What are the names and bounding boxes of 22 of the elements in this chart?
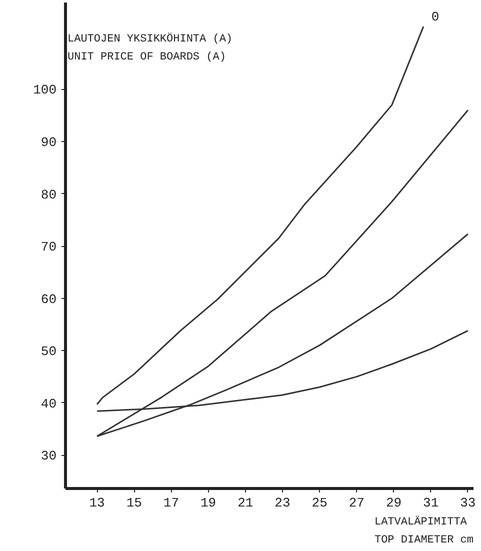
- x-tick-label: 23: [274, 496, 290, 510]
- x-tick-label: 17: [163, 496, 180, 510]
- x-tick-label: 15: [126, 496, 142, 510]
- x-tick-label: 21: [238, 496, 254, 510]
- y-tick-label: 90: [40, 135, 57, 150]
- annotation: 0: [431, 10, 440, 25]
- y-tick-label: 30: [40, 448, 57, 464]
- x-tick-label: 31: [423, 496, 439, 510]
- y-axis-title: LAUTOJEN YKSIKKÖHINTA (A) UNIT PRICE OF BOARDS (A): [68, 32, 233, 64]
- x-tick-label: 29: [386, 496, 402, 510]
- x-tick-label: 25: [312, 496, 328, 510]
- x-axis-title: LATVALÄPIMITTA TOP DIAMETER cm: [374, 516, 474, 546]
- y-tick-label: 40: [40, 396, 57, 412]
- y-tick-label: 60: [40, 292, 57, 307]
- x-tick-label: 13: [89, 496, 105, 510]
- y-tick-label: 100: [33, 82, 56, 98]
- x-tick-label: 33: [460, 496, 476, 510]
- x-tick-label: 27: [348, 496, 364, 510]
- x-tick-label: 19: [200, 496, 216, 510]
- y-tick-label: 70: [40, 240, 57, 255]
- y-tick-label: 80: [40, 187, 57, 202]
- y-tick-label: 50: [40, 344, 57, 360]
